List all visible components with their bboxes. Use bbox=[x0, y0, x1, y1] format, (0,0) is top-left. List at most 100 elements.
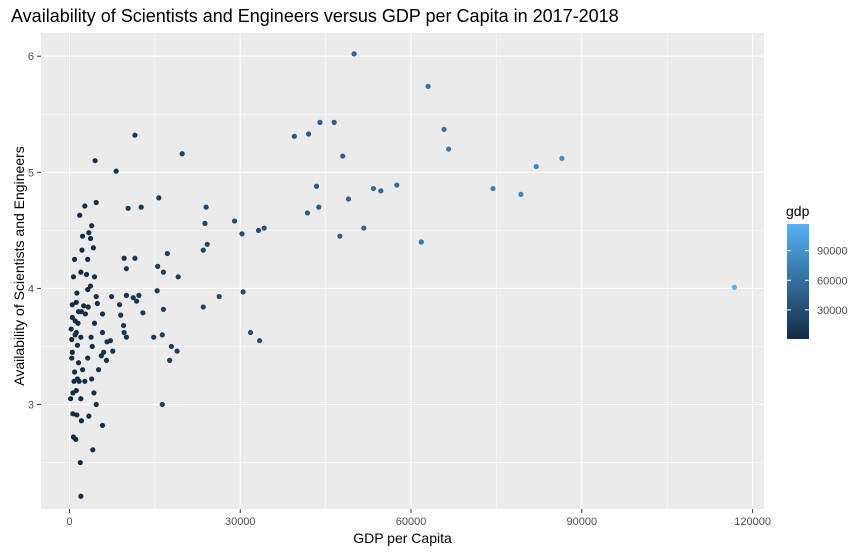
data-point bbox=[559, 155, 565, 161]
data-point bbox=[257, 338, 263, 344]
data-point bbox=[446, 146, 452, 152]
y-tick-label: 5 bbox=[28, 167, 34, 179]
data-point bbox=[77, 459, 83, 466]
data-point bbox=[130, 295, 136, 301]
data-point bbox=[99, 422, 106, 429]
data-point bbox=[134, 298, 140, 304]
data-point bbox=[175, 274, 181, 280]
data-point bbox=[132, 255, 138, 261]
data-point bbox=[370, 185, 377, 192]
data-point bbox=[74, 290, 80, 296]
data-point bbox=[85, 304, 91, 310]
x-tick-label: 0 bbox=[66, 516, 72, 528]
grid-minor bbox=[41, 33, 764, 509]
data-point bbox=[216, 293, 222, 300]
data-point bbox=[75, 320, 81, 326]
data-point bbox=[200, 304, 206, 310]
data-point bbox=[154, 288, 160, 294]
data-point bbox=[85, 286, 91, 293]
data-point bbox=[69, 355, 75, 361]
data-point bbox=[113, 168, 119, 174]
data-point bbox=[345, 196, 352, 202]
data-point bbox=[418, 239, 424, 245]
data-point bbox=[79, 367, 86, 373]
data-point bbox=[93, 199, 99, 206]
x-tick-label: 90000 bbox=[567, 516, 598, 528]
data-point bbox=[88, 334, 94, 340]
data-point bbox=[91, 320, 98, 326]
data-point bbox=[69, 336, 75, 343]
data-point bbox=[331, 119, 337, 125]
data-point bbox=[247, 329, 254, 336]
data-point bbox=[70, 274, 77, 280]
data-point bbox=[82, 378, 88, 384]
data-point bbox=[255, 227, 262, 233]
data-point bbox=[93, 401, 99, 408]
data-point bbox=[164, 250, 170, 257]
data-point bbox=[81, 303, 87, 309]
data-point bbox=[86, 230, 92, 236]
data-point bbox=[121, 255, 127, 261]
data-point bbox=[316, 204, 322, 210]
data-point bbox=[123, 334, 129, 340]
data-point bbox=[132, 132, 138, 138]
x-axis-title: GDP per Capita bbox=[353, 530, 452, 546]
data-point bbox=[103, 357, 110, 363]
data-point bbox=[155, 263, 161, 269]
data-points bbox=[68, 51, 737, 499]
data-point bbox=[91, 390, 97, 396]
data-point bbox=[121, 329, 127, 336]
data-point bbox=[361, 225, 367, 231]
data-point bbox=[160, 306, 166, 312]
legend-tick-label: 60000 bbox=[817, 275, 848, 287]
x-tick-label: 30000 bbox=[225, 516, 256, 528]
legend-tick-label: 30000 bbox=[817, 305, 848, 317]
data-point bbox=[108, 293, 115, 300]
data-point bbox=[202, 220, 208, 226]
chart-title: Availability of Scientists and Engineers… bbox=[11, 6, 619, 26]
data-point bbox=[204, 241, 210, 247]
data-point bbox=[337, 233, 343, 239]
data-point bbox=[159, 332, 165, 338]
data-point bbox=[89, 343, 95, 350]
data-point bbox=[73, 436, 79, 442]
data-point bbox=[74, 412, 80, 418]
data-point bbox=[136, 292, 142, 298]
y-tick-label: 4 bbox=[28, 283, 34, 295]
data-point bbox=[70, 411, 76, 417]
data-point bbox=[425, 83, 431, 90]
data-point bbox=[441, 126, 447, 132]
data-point bbox=[159, 401, 165, 408]
data-point bbox=[79, 233, 86, 239]
data-point bbox=[291, 133, 297, 139]
data-point bbox=[167, 357, 173, 363]
data-point bbox=[351, 51, 357, 57]
data-point bbox=[160, 269, 166, 275]
data-point bbox=[104, 339, 110, 345]
data-point bbox=[313, 183, 320, 189]
data-point bbox=[90, 245, 96, 251]
data-point bbox=[78, 493, 84, 499]
data-point bbox=[68, 326, 74, 332]
y-axis: 3 4 5 6 bbox=[28, 51, 41, 412]
data-point bbox=[203, 204, 209, 210]
data-point bbox=[240, 289, 246, 295]
data-point bbox=[518, 191, 524, 197]
data-point bbox=[87, 283, 94, 289]
data-point bbox=[69, 302, 75, 308]
data-point bbox=[239, 231, 245, 237]
data-point bbox=[90, 447, 96, 453]
data-point bbox=[89, 376, 95, 382]
data-point bbox=[231, 218, 238, 224]
legend-title: gdp bbox=[786, 203, 810, 219]
legend-ticks: 30000 60000 90000 bbox=[787, 246, 848, 317]
data-point bbox=[72, 332, 78, 338]
data-point bbox=[79, 247, 85, 253]
data-point bbox=[490, 185, 496, 192]
data-point bbox=[123, 266, 129, 272]
data-point bbox=[95, 367, 102, 373]
data-point bbox=[98, 353, 104, 359]
y-tick-label: 6 bbox=[28, 51, 34, 63]
data-point bbox=[99, 329, 106, 336]
